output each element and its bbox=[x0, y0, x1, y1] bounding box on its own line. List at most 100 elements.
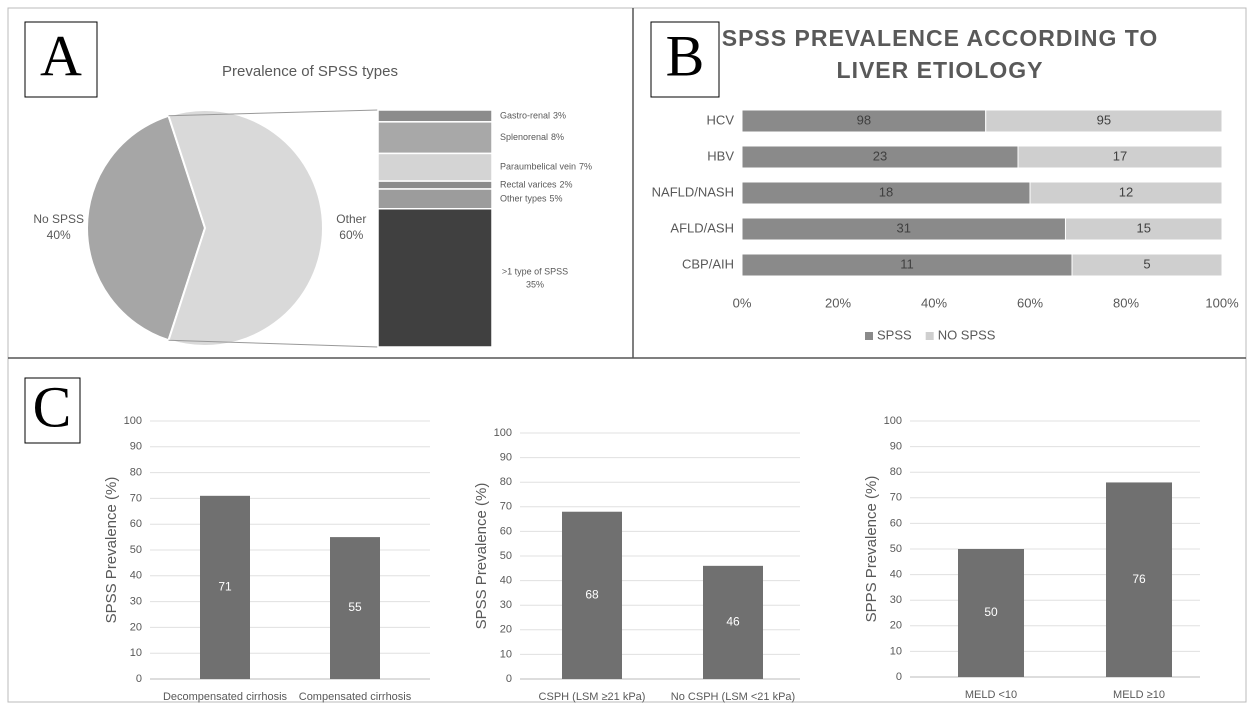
breakdown-segment bbox=[377, 152, 493, 182]
slice-value-label: 40% bbox=[47, 228, 71, 242]
panel-label: A bbox=[40, 23, 82, 88]
y-tick-label: 90 bbox=[500, 452, 512, 464]
y-tick-label: AFLD/ASH bbox=[670, 220, 734, 235]
x-tick-label: 60% bbox=[1017, 295, 1043, 310]
y-tick-label: CBP/AIH bbox=[682, 256, 734, 271]
data-label: 12 bbox=[1119, 184, 1133, 199]
breakdown-value-label: 8% bbox=[551, 132, 564, 142]
bar-segment bbox=[985, 109, 1223, 133]
connector bbox=[168, 109, 379, 117]
y-tick-label: 0 bbox=[896, 671, 902, 683]
pie-slice bbox=[86, 114, 207, 342]
y-tick-label: 70 bbox=[500, 501, 512, 513]
x-tick-label: 20% bbox=[825, 295, 851, 310]
legend-swatch bbox=[925, 332, 934, 340]
slice-label: Other bbox=[336, 212, 366, 226]
y-tick-label: 70 bbox=[890, 492, 902, 504]
data-label: 55 bbox=[348, 600, 362, 614]
data-label: 18 bbox=[879, 184, 893, 199]
y-tick-label: 30 bbox=[130, 596, 142, 608]
outer-border bbox=[7, 7, 1247, 703]
y-tick-label: 100 bbox=[124, 415, 142, 427]
breakdown-label: >1 type of SPSS bbox=[502, 266, 568, 276]
panel-label: B bbox=[666, 23, 705, 88]
breakdown-segment bbox=[377, 188, 493, 210]
x-tick-label: 80% bbox=[1113, 295, 1139, 310]
y-tick-label: 0 bbox=[506, 673, 512, 685]
breakdown-label: Gastro-renal bbox=[500, 110, 550, 120]
breakdown-label: Rectal varices bbox=[500, 179, 557, 189]
y-axis-label: SPPS Prevalence (%) bbox=[863, 476, 880, 623]
breakdown-segment bbox=[377, 180, 493, 190]
bar-segment bbox=[1064, 217, 1223, 241]
breakdown-value-label: 5% bbox=[550, 193, 563, 203]
y-tick-label: 50 bbox=[890, 543, 902, 555]
connector bbox=[168, 339, 379, 348]
panel-label-box bbox=[24, 21, 98, 98]
breakdown-label: Other types bbox=[500, 193, 547, 203]
data-label: 15 bbox=[1137, 220, 1151, 235]
y-tick-label: 10 bbox=[500, 648, 512, 660]
x-tick-label: MELD ≥10 bbox=[1113, 689, 1165, 701]
bar bbox=[562, 511, 622, 679]
breakdown-segment bbox=[377, 208, 493, 348]
x-tick-label: 0% bbox=[733, 295, 752, 310]
x-tick-label: CSPH (LSM ≥21 kPa) bbox=[539, 691, 646, 703]
y-tick-label: 50 bbox=[130, 544, 142, 556]
chart-title: Prevalence of SPSS types bbox=[222, 63, 398, 80]
x-tick-label: MELD <10 bbox=[965, 689, 1017, 701]
data-label: 23 bbox=[873, 148, 887, 163]
y-tick-label: HCV bbox=[707, 112, 735, 127]
data-label: 76 bbox=[1132, 572, 1146, 586]
bar bbox=[703, 565, 763, 679]
y-tick-label: 40 bbox=[890, 569, 902, 581]
y-tick-label: 10 bbox=[130, 647, 142, 659]
y-tick-label: 60 bbox=[890, 517, 902, 529]
y-tick-label: NAFLD/NASH bbox=[652, 184, 734, 199]
legend-swatch bbox=[865, 332, 873, 340]
breakdown-label: Paraumbelical vein bbox=[500, 162, 576, 172]
y-tick-label: 0 bbox=[136, 673, 142, 685]
y-tick-label: 80 bbox=[500, 476, 512, 488]
y-tick-label: 20 bbox=[500, 624, 512, 636]
y-axis-label: SPSS Prevalence (%) bbox=[473, 483, 490, 630]
slice-label: No SPSS bbox=[33, 212, 84, 226]
x-tick-label: Compensated cirrhosis bbox=[299, 691, 412, 703]
bar bbox=[958, 549, 1024, 677]
bar-segment bbox=[1071, 253, 1223, 277]
data-label: 68 bbox=[585, 588, 599, 602]
breakdown-value-label: 3% bbox=[553, 110, 566, 120]
data-label: 50 bbox=[984, 605, 998, 619]
data-label: 5 bbox=[1143, 256, 1150, 271]
y-tick-label: 100 bbox=[494, 427, 512, 439]
y-tick-label: 70 bbox=[130, 492, 142, 504]
x-tick-label: No CSPH (LSM <21 kPa) bbox=[671, 691, 795, 703]
breakdown-value-label: 35% bbox=[526, 279, 544, 289]
y-tick-label: 60 bbox=[500, 525, 512, 537]
breakdown-value-label: 7% bbox=[579, 162, 592, 172]
y-tick-label: 100 bbox=[884, 415, 902, 427]
breakdown-segment bbox=[377, 121, 493, 155]
bar bbox=[200, 495, 250, 679]
y-tick-label: 90 bbox=[130, 441, 142, 453]
bar-segment bbox=[1017, 145, 1223, 169]
x-tick-label: Decompensated cirrhosis bbox=[163, 691, 288, 703]
data-label: 31 bbox=[897, 220, 911, 235]
chart-title: SPSS PREVALENCE ACCORDING TO LIVER ETIOL… bbox=[721, 25, 1159, 83]
y-tick-label: 80 bbox=[130, 467, 142, 479]
y-tick-label: 20 bbox=[130, 621, 142, 633]
slice-value-label: 60% bbox=[339, 228, 363, 242]
breakdown-label: Splenorenal bbox=[500, 132, 548, 142]
panel-label-box bbox=[650, 21, 720, 98]
x-tick-label: 40% bbox=[921, 295, 947, 310]
data-label: 95 bbox=[1097, 112, 1111, 127]
breakdown-value-label: 2% bbox=[560, 179, 573, 189]
y-axis-label: SPSS Prevalence (%) bbox=[103, 477, 120, 624]
y-tick-label: 10 bbox=[890, 645, 902, 657]
y-tick-label: HBV bbox=[707, 148, 734, 163]
y-tick-label: 40 bbox=[500, 575, 512, 587]
data-label: 17 bbox=[1113, 148, 1127, 163]
bar bbox=[1106, 482, 1172, 677]
